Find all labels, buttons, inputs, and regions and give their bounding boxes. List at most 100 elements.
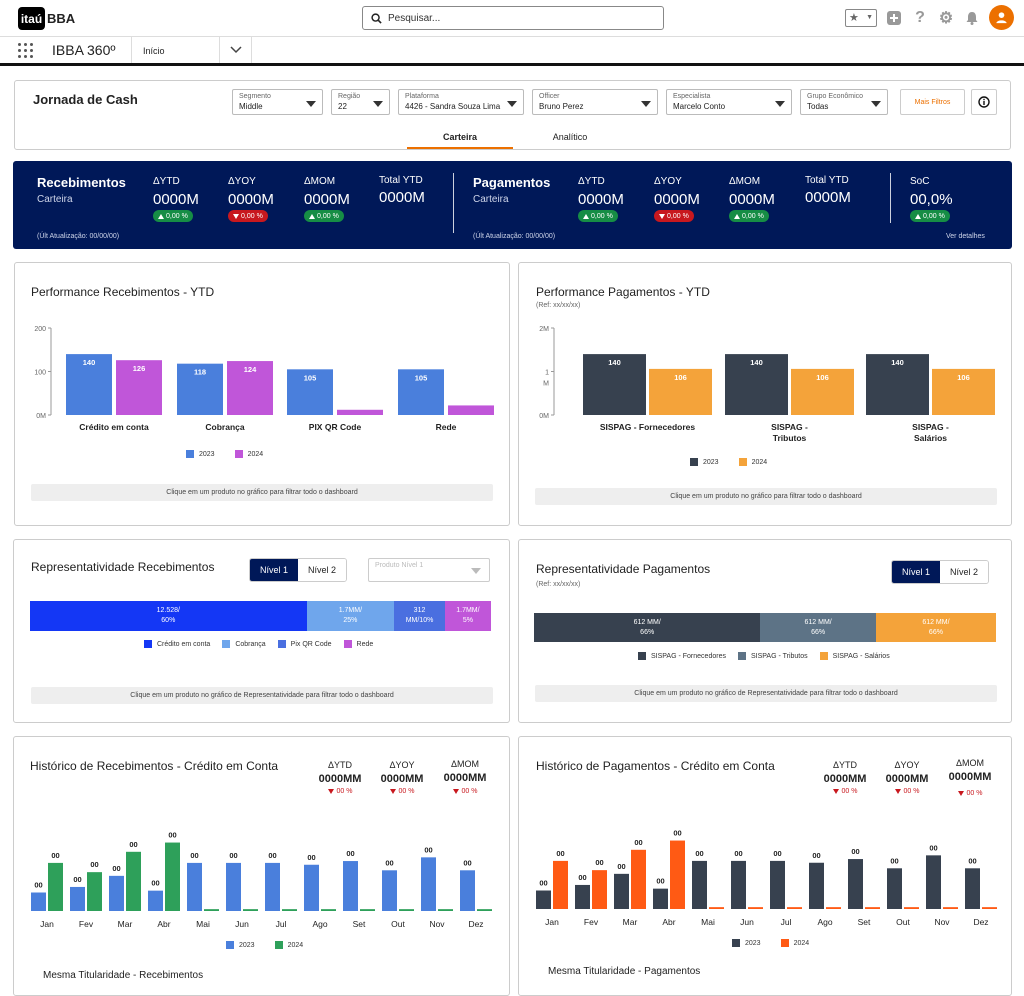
bar — [926, 855, 941, 909]
legend-item[interactable]: 2024 — [234, 450, 263, 458]
legend-item[interactable]: SISPAG - Fornecedores — [638, 652, 726, 660]
bar — [399, 909, 414, 911]
product-level-select[interactable]: Produto Nível 1 — [368, 558, 490, 582]
help-icon[interactable]: ? — [915, 8, 925, 26]
bar — [536, 890, 551, 909]
legend-item[interactable]: 2023 — [732, 939, 761, 947]
kpi-label: ΔYTD — [153, 176, 180, 187]
metric-value: 0000MM — [948, 771, 992, 783]
month-label: Ago — [312, 919, 327, 929]
bar-value-label: 00 — [656, 877, 664, 886]
bar-segment[interactable]: 612 MM/66% — [760, 613, 876, 642]
bell-icon[interactable] — [963, 9, 981, 27]
filter-especialista[interactable]: Especialista Marcelo Conto — [666, 89, 792, 115]
hist-pag-title: Histórico de Pagamentos - Crédito em Con… — [536, 759, 775, 773]
legend-item[interactable]: Crédito em conta — [144, 640, 210, 648]
legend-item[interactable]: SISPAG - Tributos — [737, 652, 808, 660]
filter-regiao[interactable]: Região 22 — [331, 89, 390, 115]
bar-segment[interactable]: 612 MM/66% — [534, 613, 761, 642]
bar — [282, 909, 297, 911]
bar-segment[interactable]: 1.7MM/25% — [306, 601, 395, 631]
search-input[interactable]: Pesquisar... — [362, 6, 664, 30]
itau-bba-logo[interactable]: itaú BBA — [18, 7, 75, 30]
month-label: Mar — [118, 919, 133, 929]
perf-pag-ref: (Ref: xx/xx/xx) — [536, 302, 581, 309]
filter-value: Middle — [239, 102, 263, 111]
gear-icon[interactable]: ⚙ — [938, 9, 954, 27]
legend-item[interactable]: Rede — [343, 640, 373, 648]
bar-value-label: 00 — [968, 856, 976, 865]
legend-item[interactable]: Cobrança — [222, 640, 266, 648]
kpi-label: SoC — [910, 176, 930, 187]
hist-pag-chart[interactable]: 00 00 Jan 00 00 Fev 00 00 Mar 00 00 Abr 00 Mai 00 Jun 00… — [518, 812, 1012, 932]
user-avatar-icon[interactable] — [989, 5, 1014, 30]
details-link[interactable]: Ver detalhes — [946, 233, 985, 240]
legend-item[interactable]: 2023 — [690, 458, 719, 466]
bar-segment[interactable]: 1.7MM/5% — [444, 601, 491, 631]
rep-pag-bar[interactable]: 612 MM/66% 612 MM/66% 612 MM/66% — [534, 613, 996, 642]
legend-swatch — [277, 640, 286, 648]
info-button[interactable] — [971, 89, 997, 115]
level-2-button[interactable]: Nível 2 — [940, 561, 989, 583]
y-tick-label: 200 — [34, 326, 46, 333]
legend-swatch — [186, 450, 194, 458]
bar — [809, 862, 824, 909]
bar-value-label: 140 — [891, 358, 904, 367]
legend-item[interactable]: 2024 — [274, 941, 303, 949]
legend-swatch — [737, 652, 746, 660]
bar — [553, 860, 568, 909]
bar-value-label: 00 — [51, 851, 59, 860]
apps-grid-icon[interactable] — [18, 43, 33, 58]
divider — [890, 173, 891, 223]
nav-dropdown-button[interactable] — [219, 37, 252, 63]
rep-receb-hint: Clique em um produto no gráfico de Repre… — [31, 687, 493, 704]
filter-plataforma[interactable]: Plataforma 4426 - Sandra Souza Lima — [398, 89, 524, 115]
bar-value-label: 140 — [750, 358, 763, 367]
last-update: (Últ Atualização: 00/00/00) — [473, 233, 556, 240]
bar-value-label: 118 — [194, 368, 206, 377]
legend-item[interactable]: 2023 — [226, 941, 255, 949]
bar-value-label: 00 — [90, 860, 98, 869]
rep-receb-bar[interactable]: 12.528/60% 1.7MM/25% 312 MM/10% 1.7MM/5% — [30, 601, 491, 631]
bar-segment[interactable]: 312 MM/10% — [394, 601, 445, 631]
legend-item[interactable]: Pix QR Code — [277, 640, 332, 648]
bar — [866, 354, 929, 415]
bar-segment[interactable]: 612 MM/66% — [875, 613, 996, 642]
kpi-pct: 0,00 % — [317, 212, 339, 220]
bar-value-label: 00 — [734, 849, 742, 858]
filter-segmento[interactable]: Segmento Middle — [232, 89, 323, 115]
bar-value-label: 105 — [415, 373, 428, 382]
filter-grupo-economico[interactable]: Grupo Econômico Todas — [800, 89, 888, 115]
bar — [731, 860, 746, 909]
metric-value: 0000MM — [380, 773, 424, 785]
legend-item[interactable]: SISPAG - Salários — [819, 652, 890, 660]
perf-receb-chart[interactable]: 0M 100 200 140 126 Crédito em conta 118 124 Cobr… — [14, 315, 510, 440]
more-filters-button[interactable]: Mais Filtros — [900, 89, 965, 115]
tab-carteira[interactable]: Carteira — [407, 132, 513, 149]
legend-label: Cobrança — [235, 640, 266, 648]
hist-receb-chart[interactable]: 00 00 Jan 00 00 Fev 00 00 Mar 00 00 Abr 00 Mai 00 Jun 00… — [13, 815, 510, 935]
kpi-value: 0000M — [805, 189, 851, 206]
legend-item[interactable]: 2024 — [738, 458, 767, 466]
bar-value-label: 00 — [673, 829, 681, 838]
y-tick-label: 0M — [539, 413, 549, 420]
metric-label: ΔMOM — [450, 759, 479, 769]
nav-page-select[interactable]: Início — [131, 37, 219, 63]
level-toggle: Nível 1 Nível 2 — [891, 560, 990, 584]
hist-receb-legend: 2023 2024 — [226, 941, 303, 949]
add-icon[interactable] — [885, 9, 903, 27]
legend-item[interactable]: 2024 — [780, 939, 809, 947]
level-1-button[interactable]: Nível 1 — [250, 559, 299, 581]
perf-pag-chart[interactable]: 0M 1 M 2M 140 106 SISPAG - Fornecedores 140 106 S… — [518, 318, 1012, 448]
bar — [982, 907, 997, 909]
level-2-button[interactable]: Nível 2 — [298, 559, 347, 581]
kpi-pct-badge: 0,00 % — [153, 210, 193, 222]
level-1-button[interactable]: Nível 1 — [892, 561, 941, 583]
favorites-button[interactable]: ★ ▼ — [845, 8, 877, 27]
legend-swatch — [343, 640, 352, 648]
month-label: Ago — [817, 917, 832, 927]
tab-analitico[interactable]: Analítico — [552, 132, 588, 142]
filter-officer[interactable]: Officer Bruno Perez — [532, 89, 658, 115]
bar-segment[interactable]: 12.528/60% — [30, 601, 307, 631]
legend-item[interactable]: 2023 — [186, 450, 215, 458]
